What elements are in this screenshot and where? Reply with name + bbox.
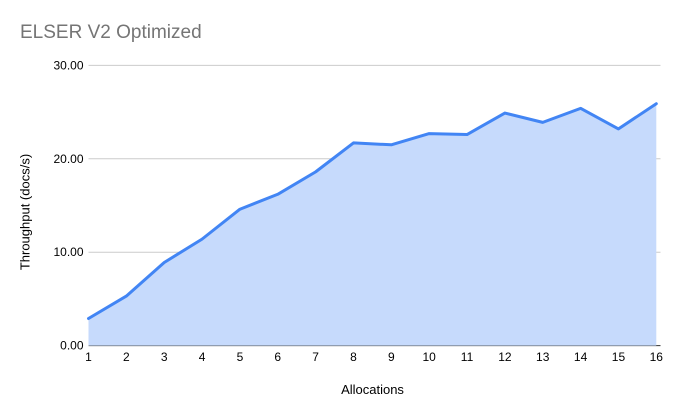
x-tick-label: 7: [312, 350, 319, 364]
chart-title: ELSER V2 Optimized: [20, 22, 202, 43]
y-tick-label: 10.00: [53, 245, 83, 259]
x-tick-label: 12: [498, 350, 512, 364]
x-tick-label: 5: [237, 350, 244, 364]
x-tick-label: 1: [85, 350, 92, 364]
area-fill: [88, 103, 657, 346]
series-line: [87, 102, 658, 321]
x-tick-label: 3: [161, 350, 168, 364]
y-tick-label: 20.00: [53, 152, 83, 166]
x-tick-label: 15: [612, 350, 626, 364]
x-tick-label: 4: [199, 350, 206, 364]
x-tick-label: 16: [650, 350, 664, 364]
x-axis-title: Allocations: [341, 382, 404, 397]
x-tick-label: 13: [536, 350, 550, 364]
x-tick-label: 2: [123, 350, 130, 364]
x-tick-label: 11: [461, 350, 474, 364]
x-tick-label: 14: [574, 350, 588, 364]
x-tick-label: 8: [350, 350, 357, 364]
y-tick-label: 0.00: [60, 339, 84, 353]
x-tick-label: 9: [388, 350, 395, 364]
x-tick-label: 6: [274, 350, 281, 364]
y-tick-label: 30.00: [53, 58, 83, 72]
x-tick-label: 10: [423, 350, 437, 364]
